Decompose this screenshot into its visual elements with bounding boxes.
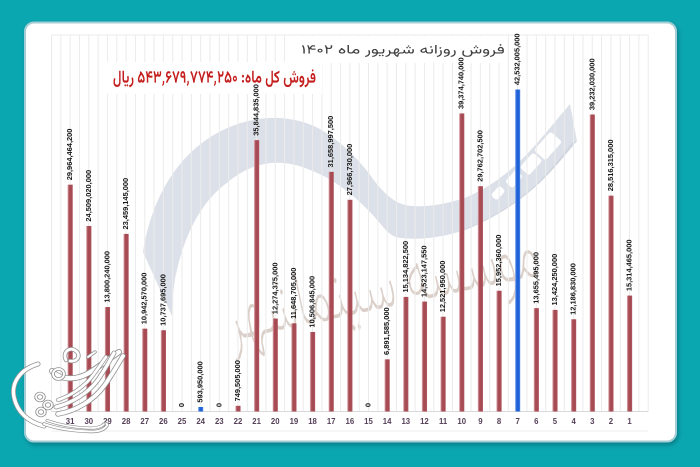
- svg-text:24,509,020,000: 24,509,020,000: [84, 170, 93, 222]
- svg-text:15,134,822,500: 15,134,822,500: [401, 241, 410, 293]
- svg-text:13,655,495,000: 13,655,495,000: [531, 252, 540, 304]
- svg-text:13,800,240,000: 13,800,240,000: [102, 251, 111, 303]
- svg-text:42,532,005,000: 42,532,005,000: [513, 33, 522, 85]
- svg-text:0: 0: [177, 403, 186, 407]
- svg-text:15: 15: [364, 417, 373, 426]
- svg-text:10,737,695,000: 10,737,695,000: [158, 274, 167, 326]
- svg-text:39,374,740,000: 39,374,740,000: [457, 57, 466, 109]
- svg-text:18: 18: [308, 417, 317, 426]
- svg-text:35,844,835,000: 35,844,835,000: [252, 84, 261, 136]
- svg-text:6: 6: [534, 417, 539, 426]
- svg-text:20: 20: [271, 417, 280, 426]
- svg-text:13,424,250,000: 13,424,250,000: [550, 254, 559, 306]
- svg-text:27,966,730,000: 27,966,730,000: [345, 144, 354, 196]
- svg-text:4: 4: [571, 417, 576, 426]
- svg-text:19: 19: [290, 417, 299, 426]
- svg-text:17: 17: [327, 417, 336, 426]
- svg-text:3: 3: [590, 417, 595, 426]
- svg-text:22: 22: [234, 417, 243, 426]
- svg-text:0: 0: [214, 403, 223, 407]
- svg-text:30: 30: [84, 417, 93, 426]
- svg-text:11,648,705,000: 11,648,705,000: [289, 268, 298, 319]
- svg-text:10: 10: [457, 417, 466, 426]
- svg-text:11: 11: [439, 417, 448, 426]
- svg-text:39,232,030,000: 39,232,030,000: [587, 58, 596, 110]
- svg-text:593,950,000: 593,950,000: [196, 361, 205, 402]
- svg-text:12,186,830,000: 12,186,830,000: [569, 263, 578, 315]
- svg-text:24: 24: [196, 417, 205, 426]
- svg-text:23: 23: [215, 417, 224, 426]
- svg-text:31,658,997,500: 31,658,997,500: [326, 116, 335, 168]
- svg-text:10,942,570,000: 10,942,570,000: [140, 273, 149, 325]
- svg-text:10,506,845,000: 10,506,845,000: [308, 276, 317, 328]
- svg-text:7: 7: [515, 417, 519, 426]
- svg-text:749,505,000: 749,505,000: [233, 360, 242, 401]
- svg-text:6,891,585,000: 6,891,585,000: [382, 307, 391, 355]
- svg-text:26: 26: [159, 417, 168, 426]
- svg-text:9: 9: [478, 417, 483, 426]
- svg-text:12: 12: [420, 417, 429, 426]
- svg-text:12,274,375,000: 12,274,375,000: [270, 262, 279, 314]
- svg-text:29,762,702,500: 29,762,702,500: [475, 130, 484, 182]
- svg-text:27: 27: [140, 417, 149, 426]
- svg-text:29: 29: [103, 417, 112, 426]
- svg-text:31: 31: [66, 417, 75, 426]
- svg-text:15,952,360,000: 15,952,360,000: [494, 235, 503, 287]
- svg-text:2: 2: [609, 417, 614, 426]
- svg-text:5: 5: [553, 417, 558, 426]
- svg-text:28,516,315,000: 28,516,315,000: [606, 140, 615, 192]
- svg-text:1: 1: [627, 417, 632, 426]
- svg-text:28: 28: [122, 417, 131, 426]
- svg-text:8: 8: [497, 417, 502, 426]
- svg-text:25: 25: [178, 417, 187, 426]
- svg-text:29,964,464,200: 29,964,464,200: [65, 129, 74, 181]
- svg-text:16: 16: [346, 417, 355, 426]
- svg-text:14: 14: [383, 417, 392, 426]
- svg-text:21: 21: [252, 417, 261, 426]
- svg-text:23,459,145,000: 23,459,145,000: [121, 178, 130, 230]
- svg-text:12,521,950,000: 12,521,950,000: [438, 261, 447, 313]
- svg-text:14,523,147,550: 14,523,147,550: [419, 245, 428, 297]
- svg-text:0: 0: [364, 403, 373, 407]
- svg-text:15,314,465,000: 15,314,465,000: [625, 239, 634, 291]
- svg-text:13: 13: [401, 417, 410, 426]
